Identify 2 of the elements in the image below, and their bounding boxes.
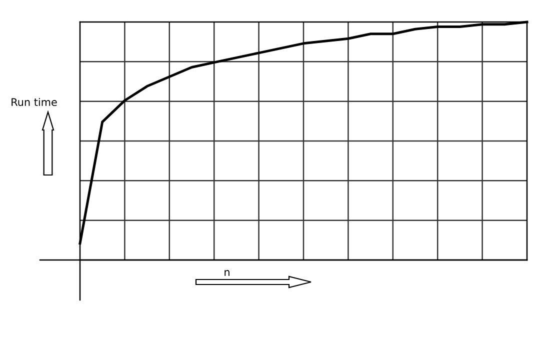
text: n <box>224 270 230 276</box>
text: Run time <box>12 98 57 106</box>
